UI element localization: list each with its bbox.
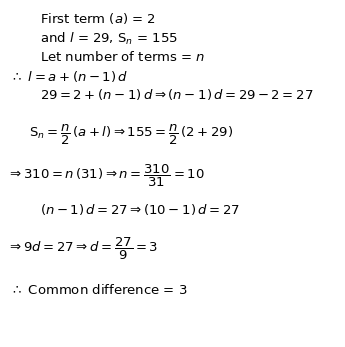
Text: $\Rightarrow 9d = 27 \Rightarrow d = \dfrac{27}{9} = 3$: $\Rightarrow 9d = 27 \Rightarrow d = \df… xyxy=(7,236,158,262)
Text: and $l$ = 29, $\mathrm{S}_{n}$ = 155: and $l$ = 29, $\mathrm{S}_{n}$ = 155 xyxy=(40,31,178,47)
Text: $\therefore$ Common difference = 3: $\therefore$ Common difference = 3 xyxy=(10,283,187,297)
Text: $\therefore$ $l = a + (n-1)\,d$: $\therefore$ $l = a + (n-1)\,d$ xyxy=(10,69,128,84)
Text: $\Rightarrow 310 = n\,(31) \Rightarrow n = \dfrac{310}{31} = 10$: $\Rightarrow 310 = n\,(31) \Rightarrow n… xyxy=(7,163,205,189)
Text: Let number of terms = $n$: Let number of terms = $n$ xyxy=(40,50,205,64)
Text: $\mathrm{S}_{n} = \dfrac{n}{2}\,(a + l) \Rightarrow 155 = \dfrac{n}{2}\,(2 + 29): $\mathrm{S}_{n} = \dfrac{n}{2}\,(a + l) … xyxy=(29,123,234,147)
Text: First term ($a$) = 2: First term ($a$) = 2 xyxy=(40,11,156,26)
Text: $29 = 2 + (n-1)\,d \Rightarrow (n-1)\,d = 29 - 2 = 27$: $29 = 2 + (n-1)\,d \Rightarrow (n-1)\,d … xyxy=(40,87,313,102)
Text: $(n-1)\,d = 27 \Rightarrow (10-1)\,d = 27$: $(n-1)\,d = 27 \Rightarrow (10-1)\,d = 2… xyxy=(40,202,239,217)
